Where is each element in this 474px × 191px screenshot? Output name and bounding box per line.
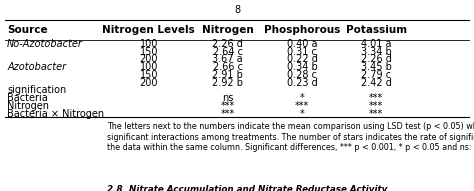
Text: Source: Source	[7, 25, 48, 35]
Text: 200: 200	[139, 54, 158, 64]
Text: ***: ***	[369, 109, 383, 119]
Text: 0.34 b: 0.34 b	[287, 62, 318, 72]
Text: ***: ***	[369, 101, 383, 111]
Text: Potassium: Potassium	[346, 25, 407, 35]
Text: 2.8. Nitrate Accumulation and Nitrate Reductase Activity: 2.8. Nitrate Accumulation and Nitrate Re…	[107, 185, 387, 191]
Text: No-Azotobacter: No-Azotobacter	[7, 39, 83, 49]
Text: 0.31 c: 0.31 c	[287, 47, 317, 57]
Text: 100: 100	[139, 62, 158, 72]
Text: 150: 150	[139, 47, 158, 57]
Text: signification: signification	[7, 85, 66, 95]
Text: Azotobacter: Azotobacter	[7, 62, 66, 72]
Text: 100: 100	[139, 39, 158, 49]
Text: The letters next to the numbers indicate the mean comparison using LSD test (p <: The letters next to the numbers indicate…	[107, 122, 474, 152]
Text: *: *	[300, 93, 304, 103]
Text: ***: ***	[369, 93, 383, 103]
Text: Nitrogen Levels: Nitrogen Levels	[102, 25, 195, 35]
Text: Bacteria × Nitrogen: Bacteria × Nitrogen	[7, 109, 104, 119]
Text: *: *	[300, 109, 304, 119]
Text: 2.66 c: 2.66 c	[213, 62, 243, 72]
Text: 2.42 d: 2.42 d	[361, 78, 392, 88]
Text: 2.26 d: 2.26 d	[212, 39, 243, 49]
Text: 8: 8	[234, 5, 240, 15]
Text: Phosphorous: Phosphorous	[264, 25, 340, 35]
Text: 200: 200	[139, 78, 158, 88]
Text: 2.91 b: 2.91 b	[212, 70, 243, 80]
Text: 2.64 c: 2.64 c	[213, 47, 243, 57]
Text: Nitrogen: Nitrogen	[7, 101, 49, 111]
Text: 150: 150	[139, 70, 158, 80]
Text: 3.45 b: 3.45 b	[361, 62, 392, 72]
Text: 0.28 c: 0.28 c	[287, 70, 317, 80]
Text: 0.40 a: 0.40 a	[287, 39, 317, 49]
Text: 0.23 d: 0.23 d	[287, 78, 318, 88]
Text: ***: ***	[220, 109, 235, 119]
Text: 3.67 a: 3.67 a	[212, 54, 243, 64]
Text: ns: ns	[222, 93, 233, 103]
Text: ***: ***	[220, 101, 235, 111]
Text: Bacteria: Bacteria	[7, 93, 48, 103]
Text: ***: ***	[295, 101, 309, 111]
Text: 2.26 d: 2.26 d	[361, 54, 392, 64]
Text: 2.92 b: 2.92 b	[212, 78, 243, 88]
Text: 0.22 d: 0.22 d	[287, 54, 318, 64]
Text: 3.34 b: 3.34 b	[361, 47, 392, 57]
Text: 4.01 a: 4.01 a	[361, 39, 392, 49]
Text: Nitrogen: Nitrogen	[202, 25, 254, 35]
Text: 2.79 c: 2.79 c	[361, 70, 392, 80]
